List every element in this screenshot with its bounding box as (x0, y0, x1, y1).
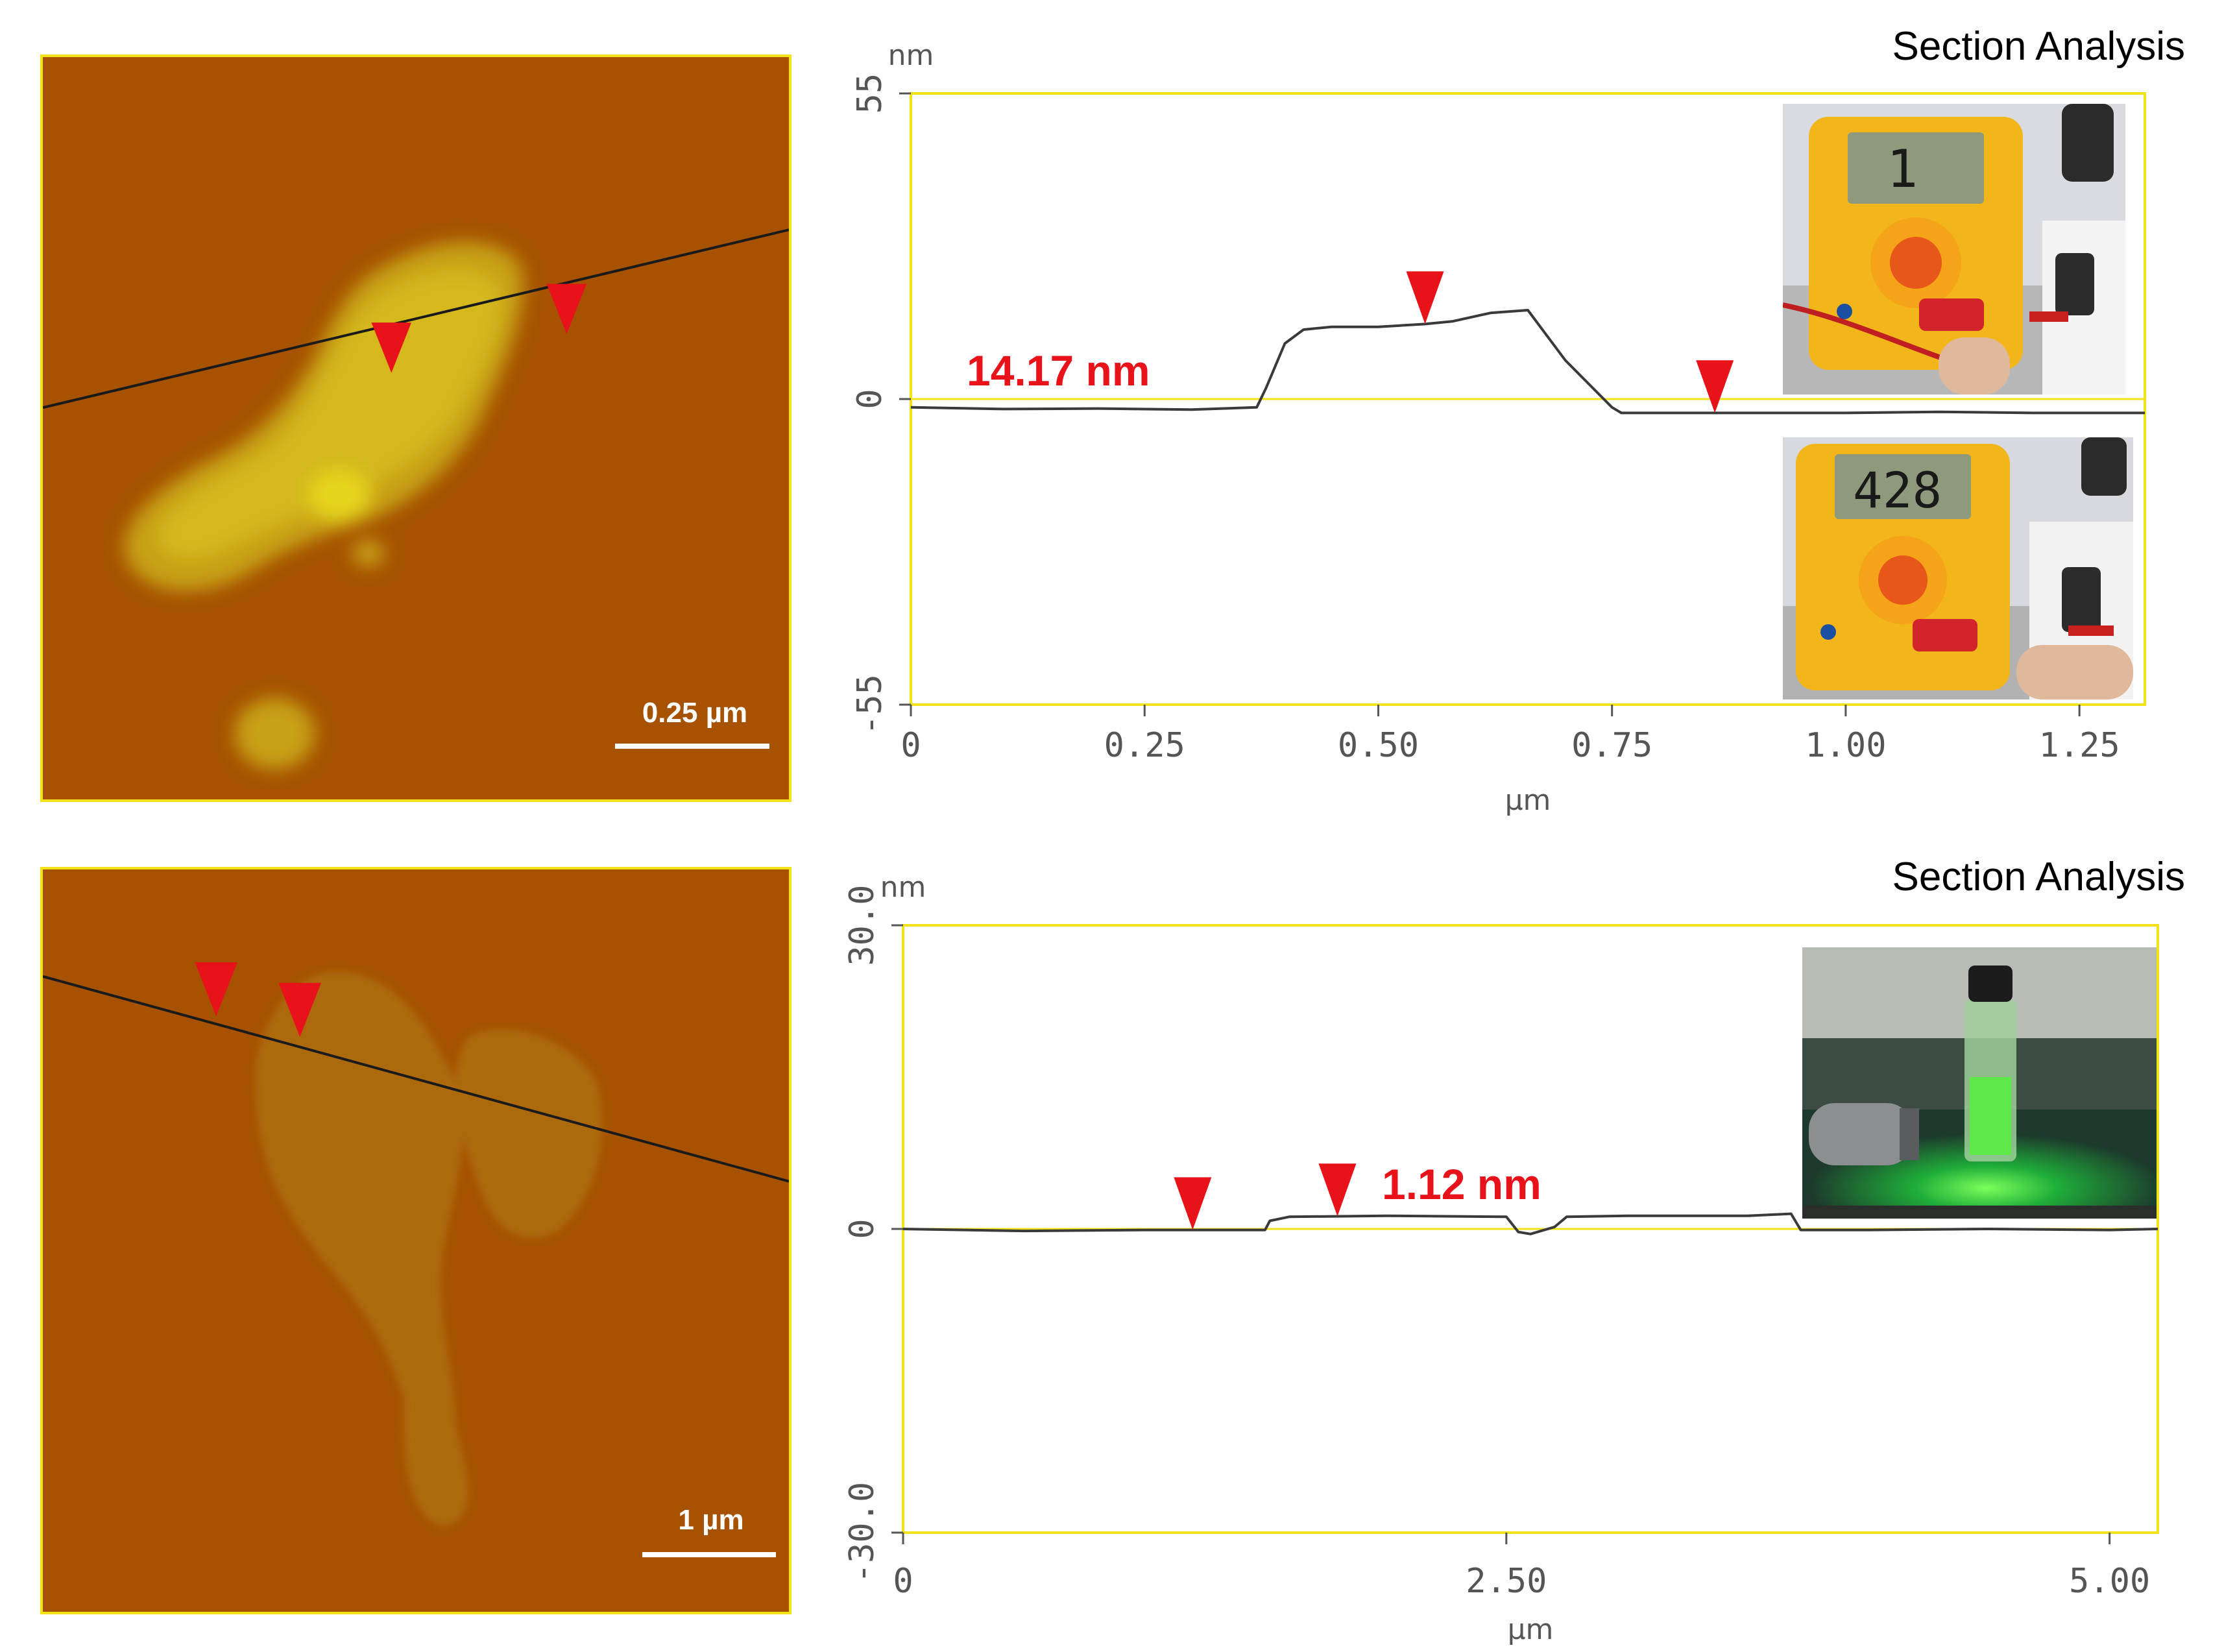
scalebar-bottom (642, 1552, 776, 1557)
x-tick-label: 0 (893, 1562, 913, 1601)
scalebar-label-bottom: 1 µm (678, 1504, 744, 1536)
scalebar-label-top: 0.25 µm (642, 697, 748, 729)
y-tick-label: 55 (851, 73, 889, 114)
section-line-bottom (43, 975, 789, 1183)
multimeter-photo: 428 (1783, 437, 2133, 699)
red-triangle-marker-icon (1406, 271, 1444, 324)
red-triangle-marker-icon (1696, 360, 1734, 413)
svg-text:1: 1 (1887, 139, 1918, 199)
x-tick-label: 5.00 (2069, 1562, 2150, 1601)
red-triangle-marker-icon (195, 962, 237, 1017)
x-tick-label: 0.25 (1104, 726, 1185, 765)
section-title-top: Section Analysis (1892, 24, 2185, 69)
x-tick-label: 0.50 (1338, 726, 1419, 765)
afm-image-top: 0.25 µm (40, 55, 792, 802)
svg-text:428: 428 (1853, 461, 1942, 519)
afm-image-bottom: 1 µm (40, 867, 792, 1614)
height-annotation: 14.17 nm (967, 346, 1150, 395)
red-triangle-marker-icon (278, 982, 322, 1038)
x-tick-label: 2.50 (1466, 1562, 1547, 1601)
x-tick-label: 0 (900, 726, 921, 765)
x-tick-label: 1.00 (1805, 726, 1886, 765)
section-line-top (43, 228, 789, 409)
red-triangle-marker-icon (1174, 1177, 1212, 1230)
y-axis-unit: nm (880, 871, 926, 904)
y-tick-label: 0 (851, 389, 889, 409)
afm-topography-top (43, 57, 789, 799)
y-axis-unit: nm (888, 39, 934, 72)
y-tick-label: 30.0 (843, 884, 882, 966)
profile-line (902, 1212, 2158, 1235)
y-tick-label: -55 (851, 674, 889, 735)
section-title-bottom: Section Analysis (1892, 855, 2185, 899)
x-tick-label: 1.25 (2039, 726, 2120, 765)
afm-topography-bottom (43, 869, 789, 1612)
x-axis-unit: µm (1505, 784, 1551, 817)
laser-vial-photo (1802, 947, 2157, 1219)
scalebar-top (615, 744, 769, 749)
y-tick-label: -30.0 (843, 1482, 882, 1584)
multimeter-photo: 1 (1783, 104, 2125, 395)
x-tick-label: 0.75 (1571, 726, 1652, 765)
profile-line (910, 309, 2145, 415)
red-triangle-marker-icon (1318, 1163, 1357, 1217)
red-triangle-marker-icon (371, 322, 412, 373)
x-axis-unit: µm (1508, 1613, 1554, 1646)
y-tick-label: 0 (843, 1219, 882, 1239)
red-triangle-marker-icon (546, 284, 587, 335)
height-annotation: 1.12 nm (1382, 1160, 1541, 1208)
